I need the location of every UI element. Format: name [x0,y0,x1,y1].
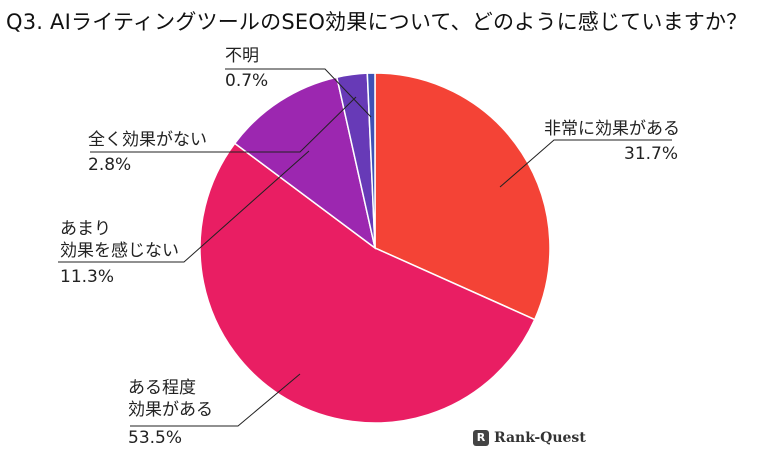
leader-line-some [130,373,301,427]
label-some-pct: 53.5% [128,428,183,448]
label-none-pct: 2.8% [88,155,132,175]
label-little-name-2: 効果を感じない [60,241,179,261]
pie-slices [199,72,551,424]
label-some-name-1: ある程度 [128,378,196,398]
label-little-name-1: あまり [60,219,111,239]
leader-line-very [499,139,672,188]
label-unknown: 不明 0.7% [225,45,268,92]
leader-line-none [90,96,357,153]
label-unknown-pct: 0.7% [225,71,269,91]
label-very-pct: 31.7% [624,144,679,164]
label-none: 全く効果がない 2.8% [88,129,207,176]
label-very: 非常に効果がある 31.7% [544,118,680,165]
label-unknown-name: 不明 [225,46,259,66]
label-little-pct: 11.3% [60,267,115,287]
chart-title: Q3. AIライティングツールのSEO効果について、どのように感じていますか？ [6,10,748,34]
pie-slice-1 [199,142,536,424]
label-some: ある程度 効果がある 53.5% [128,377,213,449]
brand-name: Rank-Quest [494,430,586,446]
leader-line-unknown [225,68,372,118]
label-some-name-2: 効果がある [128,400,213,420]
pie-slice-2 [233,76,377,250]
brand-logo: R Rank-Quest [473,430,586,446]
brand-icon: R [473,430,489,446]
leader-line-little [58,150,310,263]
leader-lines [58,68,672,427]
pie-slice-0 [374,72,551,321]
label-none-name: 全く効果がない [88,130,207,150]
pie-slice-4 [366,72,376,249]
label-very-name: 非常に効果がある [544,119,680,139]
label-little: あまり 効果を感じない 11.3% [60,218,179,288]
